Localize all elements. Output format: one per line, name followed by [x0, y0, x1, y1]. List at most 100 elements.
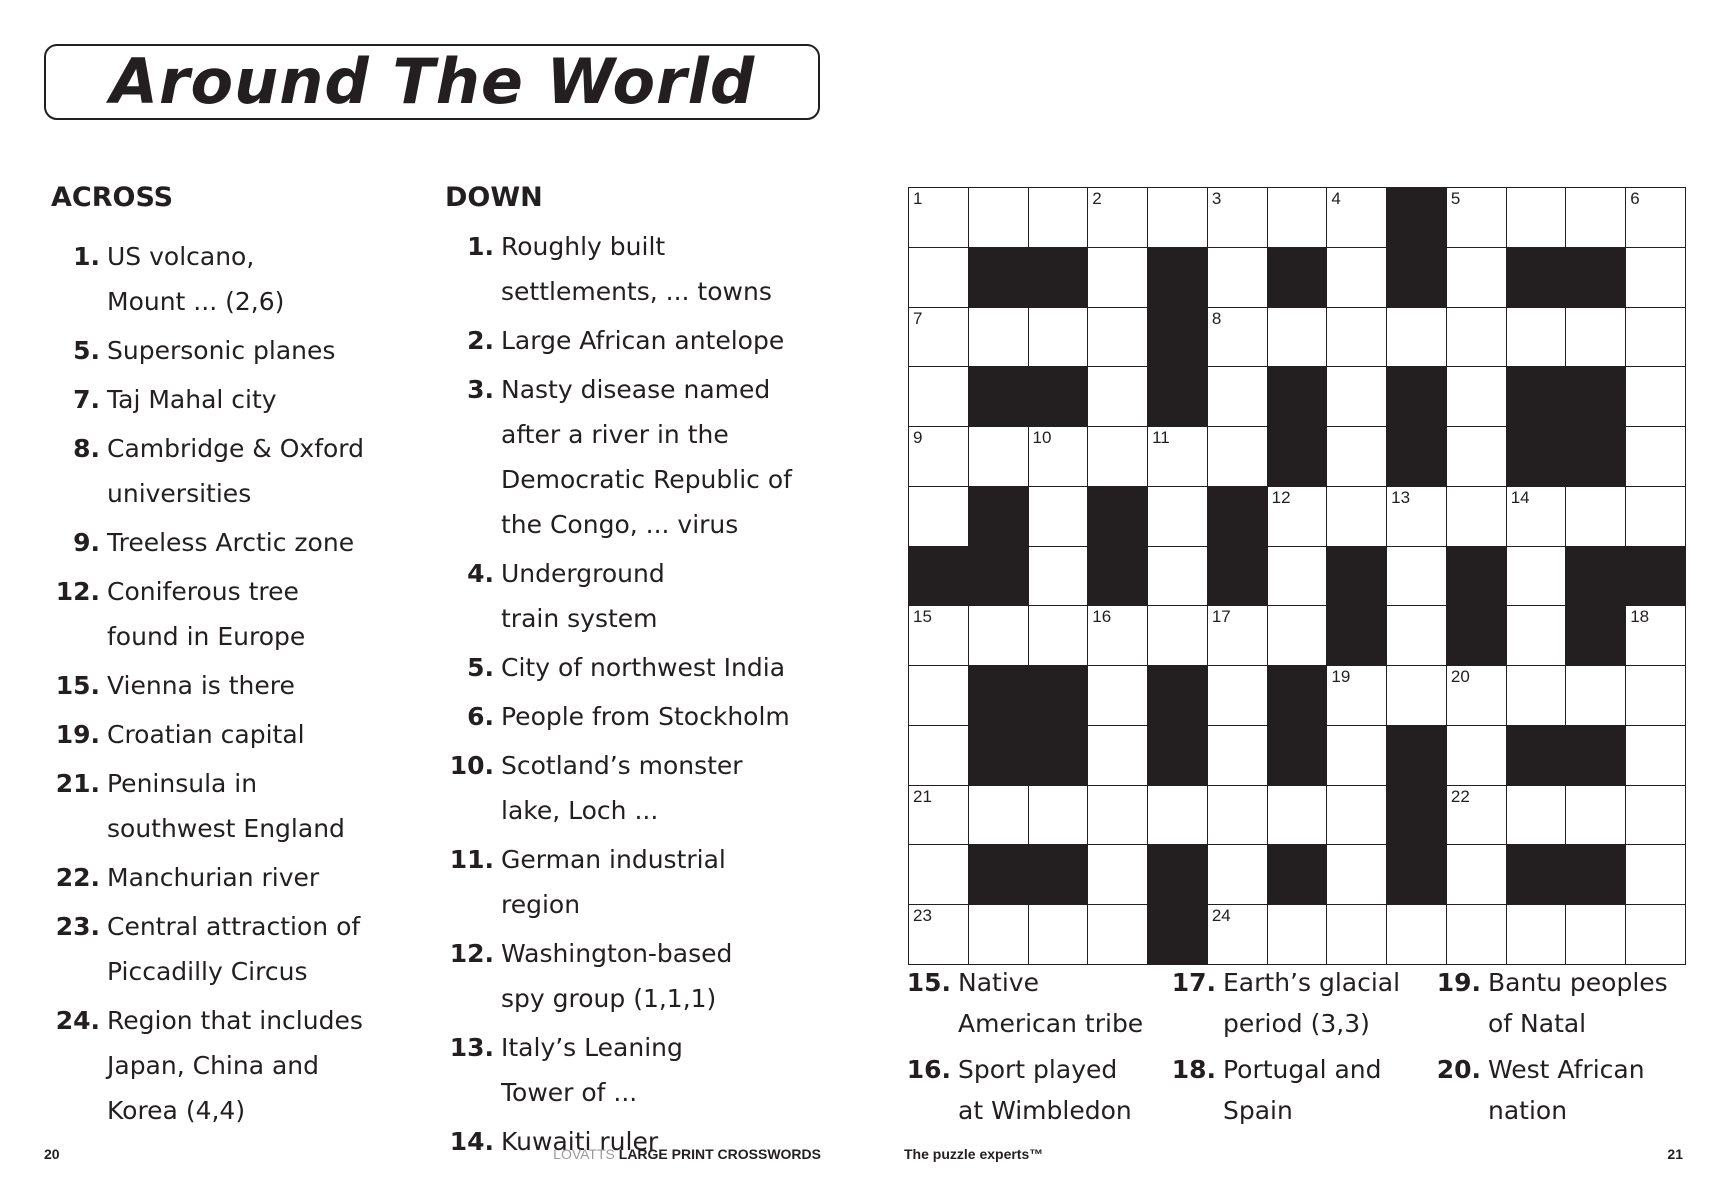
grid-cell[interactable] — [1506, 307, 1566, 367]
grid-cell[interactable] — [909, 666, 968, 725]
grid-cell[interactable]: 14 — [1506, 486, 1566, 546]
grid-cell[interactable] — [1387, 546, 1446, 606]
grid-cell[interactable] — [1446, 845, 1506, 905]
grid-cell[interactable] — [968, 606, 1028, 666]
grid-cell[interactable] — [1207, 247, 1267, 307]
grid-cell[interactable] — [1088, 307, 1148, 367]
grid-cell[interactable] — [1207, 845, 1267, 905]
grid-cell[interactable] — [1566, 785, 1626, 845]
grid-cell[interactable] — [1327, 725, 1387, 785]
grid-cell[interactable] — [1566, 486, 1626, 546]
grid-cell[interactable] — [1028, 486, 1088, 546]
grid-cell[interactable]: 24 — [1207, 905, 1267, 964]
grid-cell[interactable] — [1626, 427, 1685, 486]
grid-cell[interactable] — [1267, 546, 1327, 606]
grid-cell[interactable]: 11 — [1148, 427, 1207, 486]
grid-cell[interactable] — [1387, 307, 1446, 367]
grid-cell[interactable] — [1148, 785, 1207, 845]
grid-cell[interactable] — [1387, 905, 1446, 964]
grid-cell[interactable] — [1028, 188, 1088, 247]
grid-cell[interactable]: 21 — [909, 785, 968, 845]
grid-cell[interactable] — [1088, 666, 1148, 725]
grid-cell[interactable] — [1267, 905, 1327, 964]
grid-cell[interactable]: 9 — [909, 427, 968, 486]
grid-cell[interactable]: 7 — [909, 307, 968, 367]
grid-cell[interactable] — [1626, 367, 1685, 427]
grid-cell[interactable] — [1626, 307, 1685, 367]
grid-cell[interactable] — [1267, 188, 1327, 247]
grid-cell[interactable]: 15 — [909, 606, 968, 666]
grid-cell[interactable]: 19 — [1327, 666, 1387, 725]
grid-cell[interactable] — [968, 307, 1028, 367]
grid-cell[interactable]: 1 — [909, 188, 968, 247]
grid-cell[interactable] — [1446, 905, 1506, 964]
grid-cell[interactable] — [1148, 606, 1207, 666]
grid-cell[interactable] — [1327, 307, 1387, 367]
grid-cell[interactable] — [909, 367, 968, 427]
grid-cell[interactable] — [968, 785, 1028, 845]
grid-cell[interactable] — [1566, 905, 1626, 964]
grid-cell[interactable]: 3 — [1207, 188, 1267, 247]
grid-cell[interactable]: 6 — [1626, 188, 1685, 247]
grid-cell[interactable] — [1327, 486, 1387, 546]
grid-cell[interactable] — [1028, 905, 1088, 964]
grid-cell[interactable] — [1446, 725, 1506, 785]
grid-cell[interactable]: 20 — [1446, 666, 1506, 725]
grid-cell[interactable]: 13 — [1387, 486, 1446, 546]
grid-cell[interactable] — [1148, 486, 1207, 546]
grid-cell[interactable] — [1506, 666, 1566, 725]
grid-cell[interactable] — [1028, 307, 1088, 367]
grid-cell[interactable] — [1566, 666, 1626, 725]
grid-cell[interactable] — [1267, 606, 1327, 666]
grid-cell[interactable] — [1446, 307, 1506, 367]
grid-cell[interactable] — [1387, 606, 1446, 666]
grid-cell[interactable] — [1148, 546, 1207, 606]
grid-cell[interactable] — [1088, 367, 1148, 427]
grid-cell[interactable] — [1028, 785, 1088, 845]
grid-cell[interactable] — [1506, 785, 1566, 845]
grid-cell[interactable] — [968, 188, 1028, 247]
grid-cell[interactable]: 8 — [1207, 307, 1267, 367]
grid-cell[interactable] — [968, 427, 1028, 486]
grid-cell[interactable]: 10 — [1028, 427, 1088, 486]
grid-cell[interactable] — [1506, 606, 1566, 666]
grid-cell[interactable] — [1387, 666, 1446, 725]
grid-cell[interactable] — [909, 486, 968, 546]
grid-cell[interactable]: 4 — [1327, 188, 1387, 247]
grid-cell[interactable] — [1088, 725, 1148, 785]
grid-cell[interactable] — [1088, 247, 1148, 307]
grid-cell[interactable] — [909, 725, 968, 785]
grid-cell[interactable] — [1446, 427, 1506, 486]
grid-cell[interactable]: 5 — [1446, 188, 1506, 247]
grid-cell[interactable] — [1327, 845, 1387, 905]
grid-cell[interactable] — [1088, 905, 1148, 964]
grid-cell[interactable]: 12 — [1267, 486, 1327, 546]
grid-cell[interactable] — [1207, 785, 1267, 845]
grid-cell[interactable] — [1626, 486, 1685, 546]
grid-cell[interactable] — [1207, 666, 1267, 725]
grid-cell[interactable] — [1446, 486, 1506, 546]
grid-cell[interactable] — [1088, 427, 1148, 486]
grid-cell[interactable] — [1207, 367, 1267, 427]
grid-cell[interactable] — [1327, 427, 1387, 486]
grid-cell[interactable] — [1626, 247, 1685, 307]
grid-cell[interactable] — [1267, 785, 1327, 845]
grid-cell[interactable]: 22 — [1446, 785, 1506, 845]
grid-cell[interactable] — [1088, 845, 1148, 905]
grid-cell[interactable]: 18 — [1626, 606, 1685, 666]
grid-cell[interactable] — [1566, 307, 1626, 367]
grid-cell[interactable] — [1327, 247, 1387, 307]
grid-cell[interactable] — [1626, 905, 1685, 964]
grid-cell[interactable] — [1207, 427, 1267, 486]
grid-cell[interactable] — [1566, 188, 1626, 247]
grid-cell[interactable] — [1626, 845, 1685, 905]
grid-cell[interactable] — [1506, 546, 1566, 606]
grid-cell[interactable] — [1028, 546, 1088, 606]
grid-cell[interactable]: 2 — [1088, 188, 1148, 247]
grid-cell[interactable] — [1267, 307, 1327, 367]
grid-cell[interactable] — [1626, 725, 1685, 785]
grid-cell[interactable]: 17 — [1207, 606, 1267, 666]
grid-cell[interactable] — [1327, 367, 1387, 427]
grid-cell[interactable] — [1446, 367, 1506, 427]
grid-cell[interactable] — [1028, 606, 1088, 666]
